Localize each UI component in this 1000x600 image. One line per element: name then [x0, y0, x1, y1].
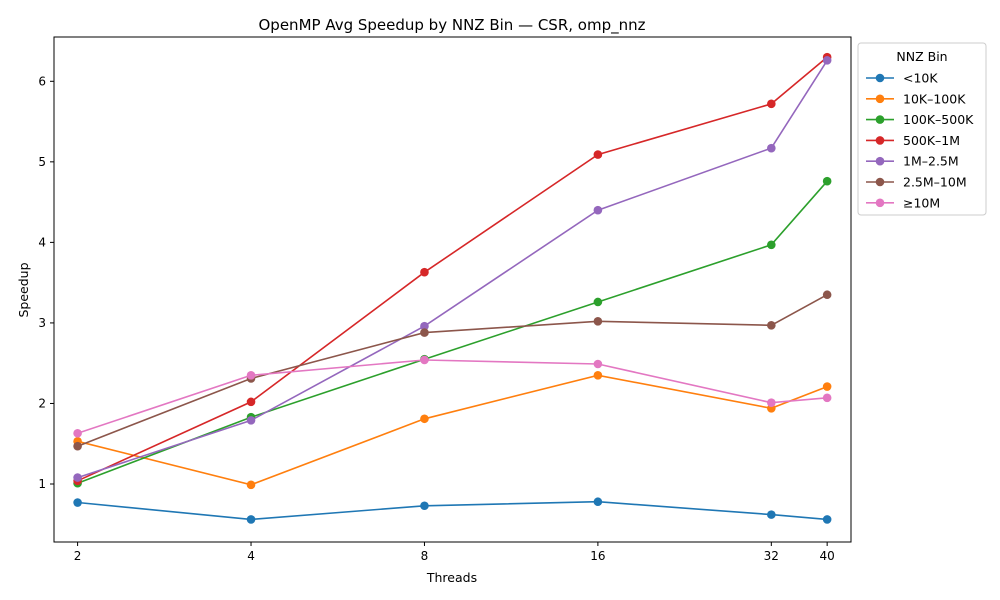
x-tick-label: 40 — [820, 549, 835, 563]
data-point — [420, 328, 429, 337]
series-line — [77, 359, 828, 435]
data-point — [246, 397, 256, 407]
data-point — [73, 473, 82, 482]
data-point — [767, 321, 776, 330]
legend-title: NNZ Bin — [896, 49, 947, 64]
data-point — [822, 290, 832, 300]
x-tick-label: 8 — [421, 549, 429, 563]
y-tick-label: 4 — [38, 235, 46, 249]
x-tick-label: 2 — [74, 549, 82, 563]
legend-marker — [875, 198, 885, 208]
series-line — [77, 374, 828, 486]
data-point — [822, 393, 832, 403]
legend-label: 1M–2.5M — [903, 154, 959, 169]
y-tick-label: 1 — [38, 477, 46, 491]
data-point — [822, 382, 832, 391]
data-point — [822, 515, 832, 524]
series-line — [77, 59, 828, 479]
x-tick-label: 32 — [764, 549, 779, 563]
data-point — [767, 398, 776, 407]
data-point — [593, 497, 603, 507]
plot-area: 2 4 8 16 32 40 1 2 3 4 5 6 — [38, 36, 852, 563]
data-point — [246, 370, 256, 380]
data-point — [420, 267, 429, 277]
data-point — [767, 143, 776, 153]
data-point — [420, 414, 429, 424]
x-axis-label: Threads — [426, 570, 477, 585]
data-point — [767, 240, 776, 250]
x-tick-label: 4 — [247, 549, 255, 563]
data-point — [822, 56, 832, 65]
data-point — [420, 501, 429, 511]
legend: NNZ Bin <10K 10K–100K 100K–500K 500K–1M 1M–2… — [857, 42, 987, 216]
y-axis-label: Speedup — [16, 262, 31, 317]
data-point — [246, 515, 256, 524]
series-line — [77, 500, 828, 521]
data-point — [593, 370, 603, 380]
legend-marker — [875, 115, 885, 124]
data-point — [767, 99, 776, 109]
series-line — [77, 180, 828, 484]
data-point — [767, 510, 776, 519]
y-tick-label: 2 — [38, 396, 46, 410]
data-point — [593, 359, 603, 369]
legend-marker — [875, 177, 885, 187]
data-point — [73, 441, 82, 451]
data-point — [593, 317, 603, 326]
data-point — [73, 498, 82, 507]
data-point — [593, 205, 603, 215]
data-point — [420, 355, 429, 365]
x-tick-label: 16 — [590, 549, 605, 563]
legend-marker — [875, 73, 885, 83]
data-point — [593, 150, 603, 159]
legend-label: <10K — [903, 71, 938, 86]
data-point — [420, 321, 429, 331]
legend-box — [857, 42, 987, 216]
y-tick-label: 6 — [38, 74, 46, 88]
legend-label: 100K–500K — [903, 112, 974, 127]
legend-marker — [875, 136, 885, 145]
chart-title: OpenMP Avg Speedup by NNZ Bin — CSR, omp… — [259, 16, 646, 35]
data-point — [246, 416, 256, 425]
legend-label: 10K–100K — [903, 91, 966, 106]
legend-label: ≥10M — [903, 195, 940, 210]
series-line — [77, 56, 828, 482]
series-line — [77, 293, 828, 447]
legend-marker — [875, 94, 885, 104]
y-tick-label: 5 — [38, 155, 46, 169]
legend-marker — [875, 156, 885, 166]
y-tick-label: 3 — [38, 316, 46, 330]
data-point — [246, 480, 256, 490]
data-point — [73, 428, 82, 438]
legend-label: 500K–1M — [903, 133, 960, 148]
plot-frame — [53, 36, 852, 543]
data-point — [822, 176, 832, 186]
data-point — [593, 297, 603, 307]
legend-label: 2.5M–10M — [903, 175, 967, 190]
